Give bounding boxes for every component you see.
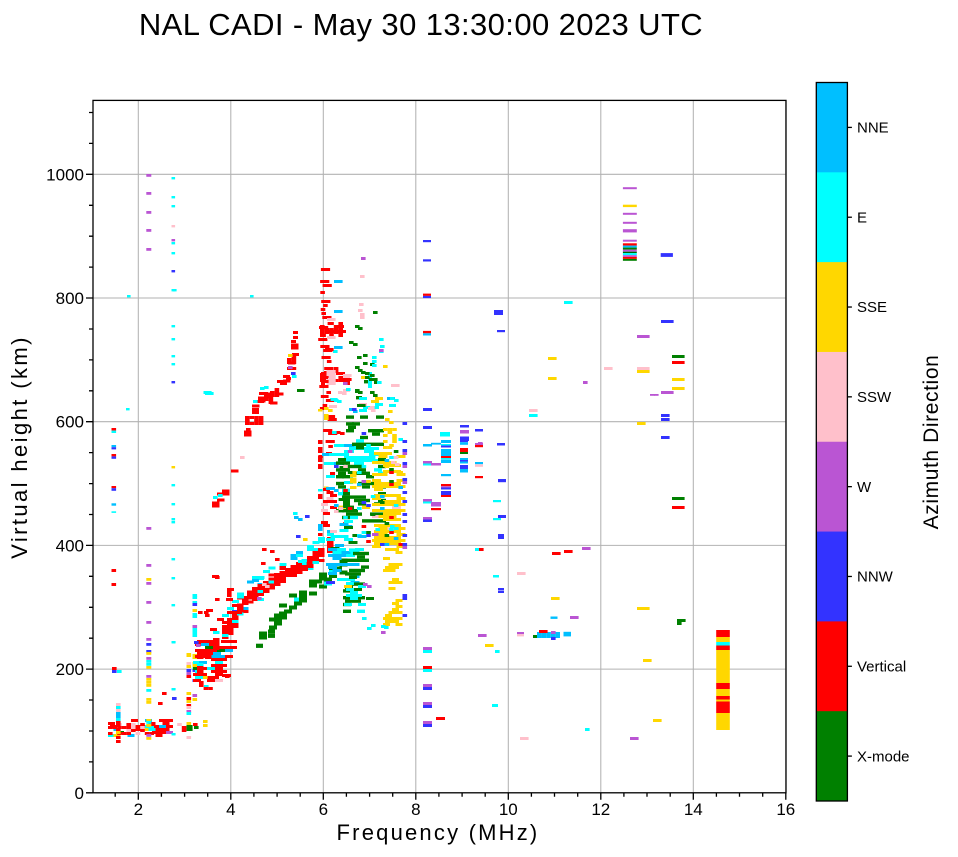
svg-text:2: 2 bbox=[134, 800, 143, 819]
svg-text:0: 0 bbox=[75, 784, 84, 803]
svg-text:400: 400 bbox=[56, 536, 84, 555]
svg-text:X-mode: X-mode bbox=[857, 748, 910, 765]
svg-text:1000: 1000 bbox=[46, 165, 84, 184]
svg-text:SSW: SSW bbox=[857, 389, 892, 406]
svg-text:E: E bbox=[857, 209, 867, 226]
svg-text:16: 16 bbox=[776, 800, 795, 819]
svg-text:800: 800 bbox=[56, 289, 84, 308]
svg-text:14: 14 bbox=[684, 800, 703, 819]
svg-text:4: 4 bbox=[226, 800, 235, 819]
svg-text:W: W bbox=[857, 479, 872, 496]
svg-text:12: 12 bbox=[591, 800, 610, 819]
svg-text:NNE: NNE bbox=[857, 120, 889, 137]
svg-text:NAL CADI - May 30 13:30:00 202: NAL CADI - May 30 13:30:00 2023 UTC bbox=[139, 7, 703, 42]
svg-text:Azimuth Direction: Azimuth Direction bbox=[920, 355, 943, 530]
svg-text:6: 6 bbox=[319, 800, 328, 819]
svg-text:Virtual height (km): Virtual height (km) bbox=[7, 335, 32, 559]
svg-text:8: 8 bbox=[411, 800, 420, 819]
svg-text:600: 600 bbox=[56, 413, 84, 432]
svg-text:10: 10 bbox=[499, 800, 518, 819]
svg-text:NNW: NNW bbox=[857, 569, 894, 586]
svg-text:SSE: SSE bbox=[857, 299, 887, 316]
svg-text:200: 200 bbox=[56, 660, 84, 679]
svg-text:Vertical: Vertical bbox=[857, 658, 906, 675]
svg-text:Frequency (MHz): Frequency (MHz) bbox=[337, 820, 540, 845]
